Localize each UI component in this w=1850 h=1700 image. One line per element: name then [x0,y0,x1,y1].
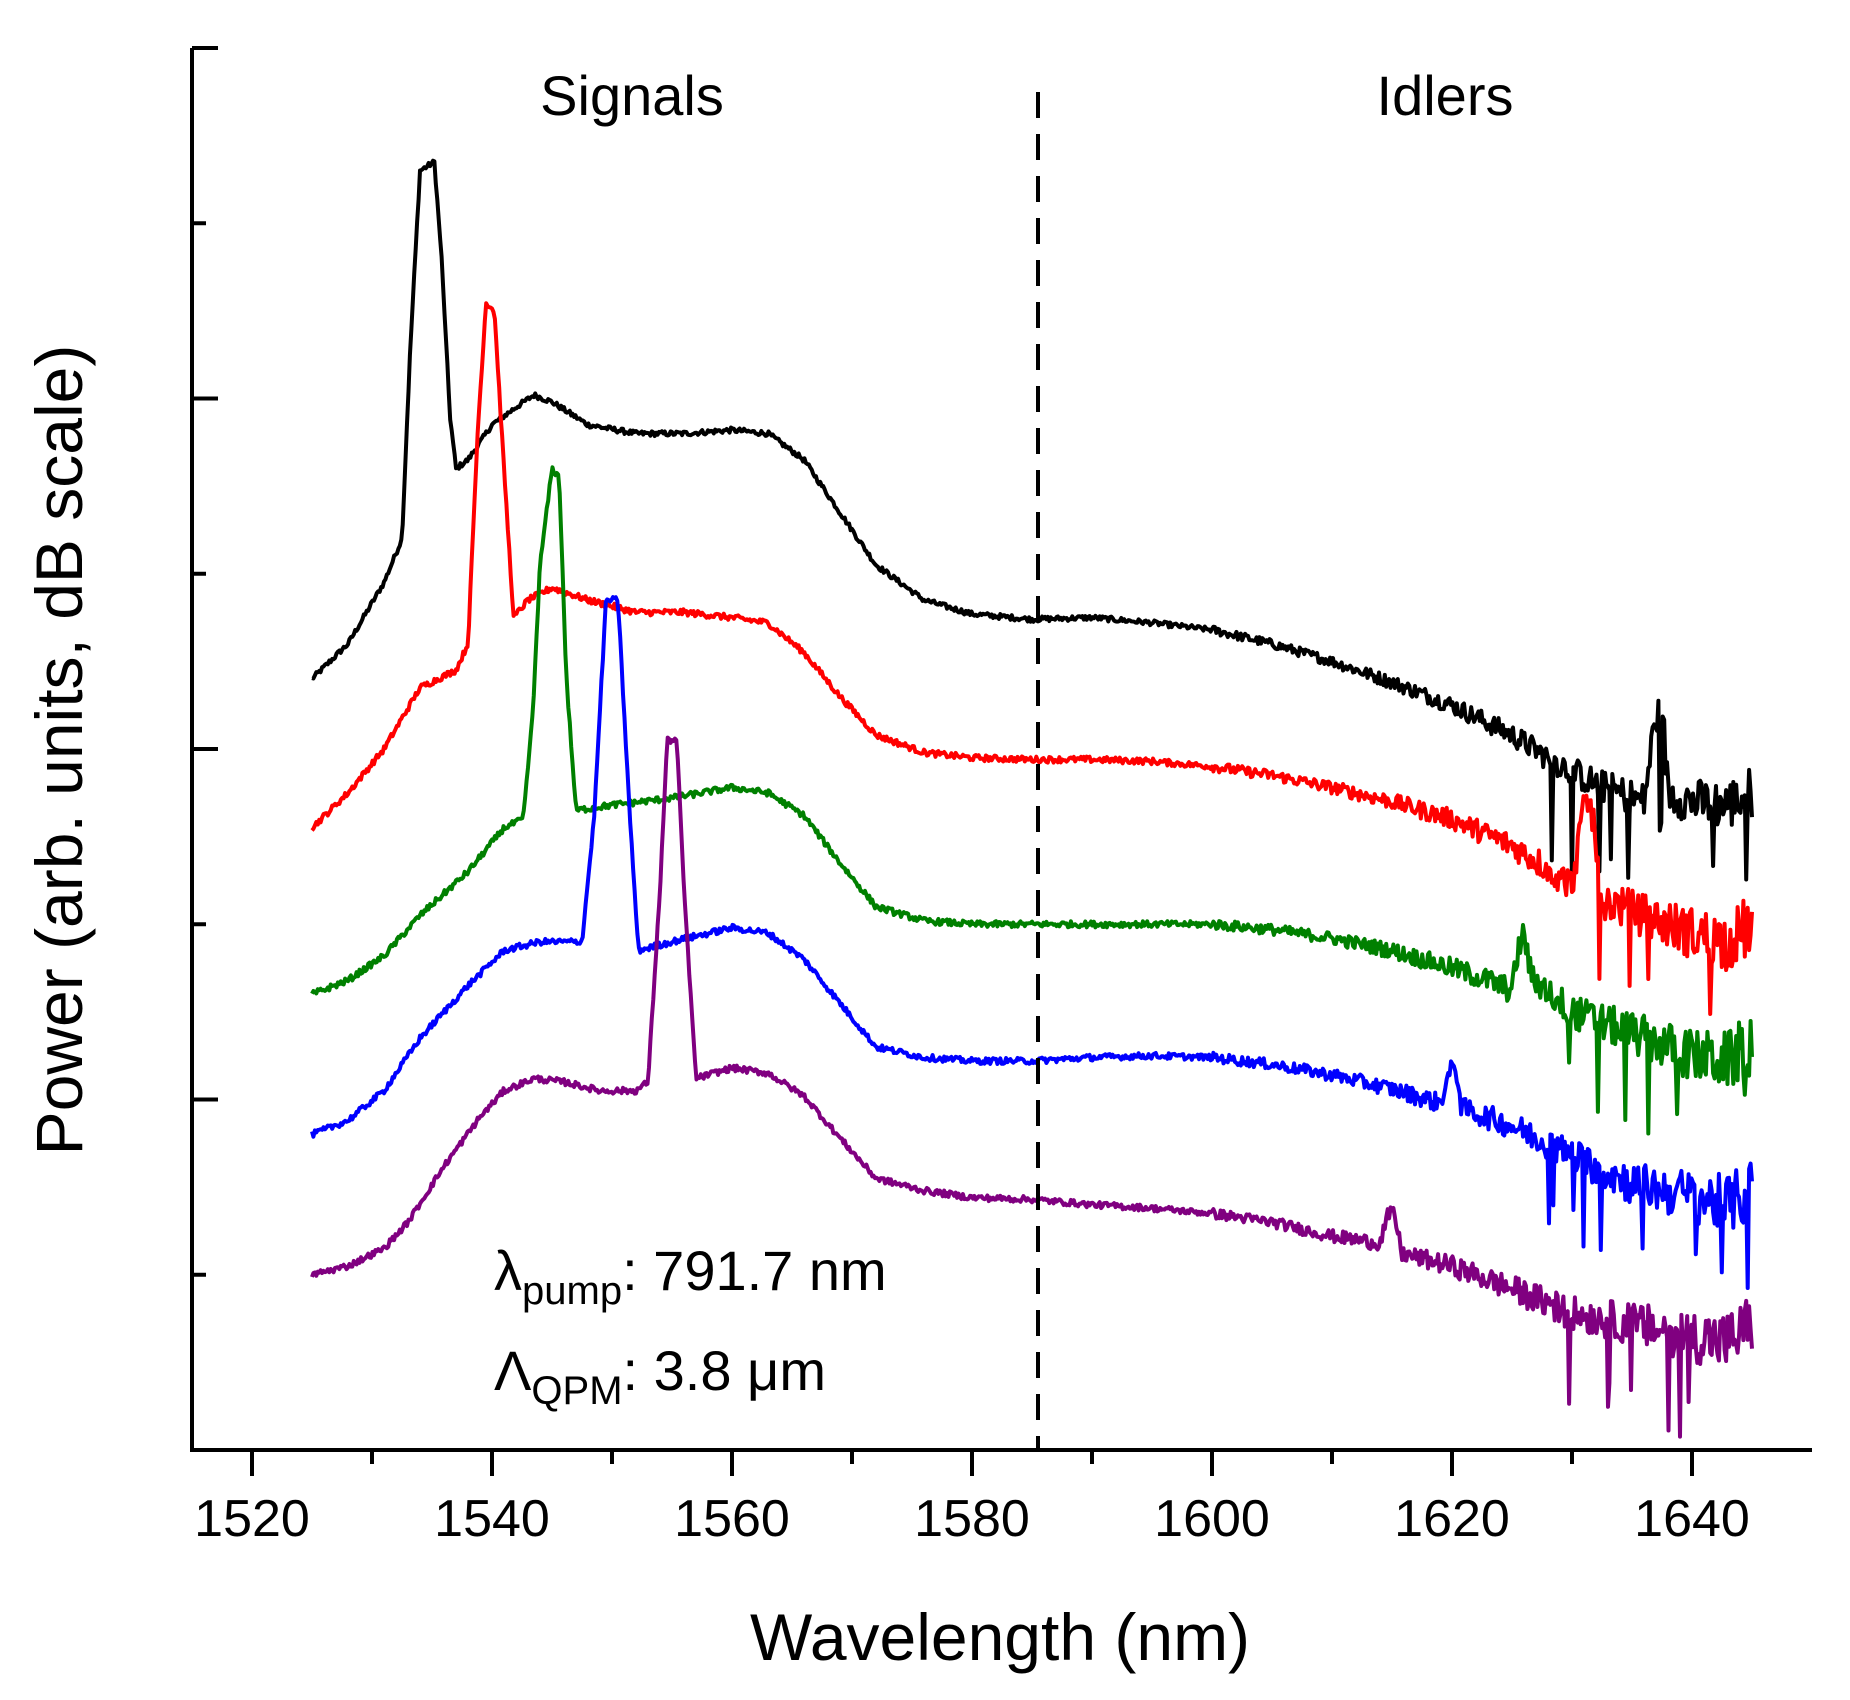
x-axis-label: Wavelength (nm) [750,1600,1250,1674]
y-axis-ticks [192,46,218,1452]
spectrum-series-1 [311,158,1754,886]
pump-symbol: λ [494,1239,522,1302]
qpm-period-annotation: ΛQPM: 3.8 μm [494,1339,826,1413]
idlers-label: Idlers [1377,64,1514,127]
x-tick-label: 1580 [914,1490,1030,1548]
plot-area: 1520 1540 1560 1580 1600 1620 1640 [190,46,1812,1548]
x-tick-label: 1600 [1154,1490,1270,1548]
spectrum-series-2 [310,301,1754,1016]
series-group [310,158,1754,1439]
pump-value: : 791.7 nm [622,1239,887,1302]
qpm-subscript: QPM [531,1369,622,1413]
spectrum-series-5 [310,735,1754,1439]
x-tick-label: 1540 [434,1490,550,1548]
spectrum-series-4 [310,595,1754,1290]
x-axis-ticks: 1520 1540 1560 1580 1600 1620 1640 [194,1450,1750,1548]
x-tick-label: 1520 [194,1490,310,1548]
x-tick-label: 1620 [1394,1490,1510,1548]
x-tick-label: 1640 [1634,1490,1750,1548]
pump-wavelength-annotation: λpump: 791.7 nm [494,1239,887,1313]
spectrum-series-3 [310,465,1754,1136]
qpm-symbol: Λ [494,1339,532,1402]
qpm-value: : 3.8 μm [623,1339,826,1402]
x-tick-label: 1560 [674,1490,790,1548]
pump-subscript: pump [522,1269,622,1313]
signals-label: Signals [540,64,724,127]
y-axis-label: Power (arb. units, dB scale) [22,345,96,1156]
